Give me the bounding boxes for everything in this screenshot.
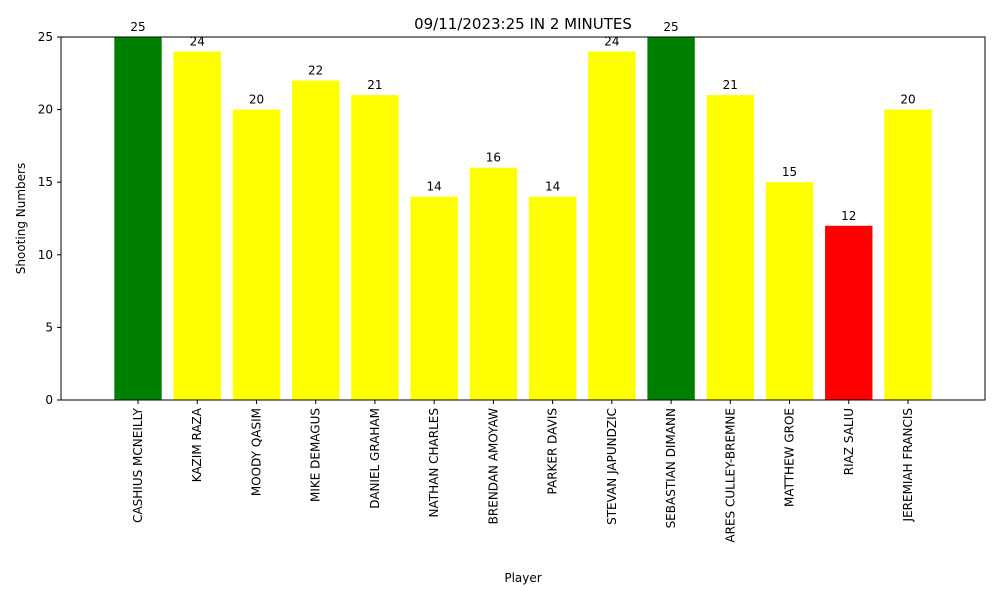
x-tick-label: DANIEL GRAHAM	[368, 408, 382, 509]
y-tick-label: 20	[38, 103, 53, 117]
x-tick-label: STEVAN JAPUNDZIC	[605, 408, 619, 525]
bar-value-label: 12	[841, 209, 856, 223]
bar-value-label: 14	[545, 180, 560, 194]
bar	[114, 37, 162, 400]
bar-value-label: 24	[604, 35, 619, 49]
x-tick-label: JEREMIAH FRANCIS	[901, 408, 915, 522]
bar-value-label: 25	[130, 20, 145, 34]
x-tick-label: BRENDAN AMOYAW	[486, 408, 500, 524]
x-tick-label: PARKER DAVIS	[546, 408, 560, 494]
y-axis: 0 5 10 15 20 25	[38, 30, 61, 407]
bar-value-label: 14	[427, 180, 442, 194]
y-tick-label: 25	[38, 30, 53, 44]
bar-value-label: 21	[367, 78, 382, 92]
bar	[173, 51, 221, 401]
x-tick-label: SEBASTIAN DIMANN	[664, 408, 678, 528]
bar	[410, 196, 458, 400]
x-tick-label: KAZIM RAZA	[190, 407, 204, 482]
bar	[292, 80, 340, 400]
y-tick-label: 10	[38, 248, 53, 262]
bar	[351, 95, 399, 400]
y-tick-label: 0	[45, 393, 53, 407]
y-tick-label: 15	[38, 175, 53, 189]
data-labels-layer: 25 24 20 22 21 14 16 14 24 25 21 15 12 20	[130, 20, 915, 223]
bar-value-label: 20	[900, 93, 915, 107]
chart-title: 09/11/2023:25 IN 2 MINUTES	[414, 15, 632, 33]
bar-value-label: 15	[782, 165, 797, 179]
bar	[528, 196, 577, 400]
y-tick-label: 5	[45, 320, 53, 334]
x-axis: CASHIUS MCNEILLY KAZIM RAZA MOODY QASIM MIK…	[131, 400, 915, 543]
x-tick-label: NATHAN CHARLES	[427, 408, 441, 517]
bar-value-label: 24	[190, 35, 205, 49]
bar-value-label: 25	[663, 20, 678, 34]
bars-layer	[114, 37, 932, 401]
bar	[588, 51, 636, 401]
bar	[765, 182, 814, 400]
bar	[232, 109, 281, 400]
x-tick-label: MIKE DEMAGUS	[309, 408, 323, 502]
bar	[706, 95, 754, 400]
x-tick-label: MOODY QASIM	[249, 408, 263, 496]
bar-value-label: 16	[486, 151, 501, 165]
y-axis-label: Shooting Numbers	[14, 163, 28, 274]
x-tick-label: CASHIUS MCNEILLY	[131, 407, 145, 523]
bar	[825, 225, 873, 400]
x-tick-label: MATTHEW GROE	[783, 408, 797, 507]
bar	[884, 109, 932, 400]
bar-value-label: 22	[308, 64, 323, 78]
x-tick-label: RIAZ SALIU	[842, 408, 856, 475]
x-axis-label: Player	[504, 571, 541, 585]
bar-value-label: 20	[249, 93, 264, 107]
bar	[469, 167, 518, 400]
bar	[647, 37, 695, 400]
x-tick-label: ARES CULLEY-BREMNE	[723, 408, 737, 543]
plot-frame	[60, 36, 986, 401]
bar-value-label: 21	[723, 78, 738, 92]
